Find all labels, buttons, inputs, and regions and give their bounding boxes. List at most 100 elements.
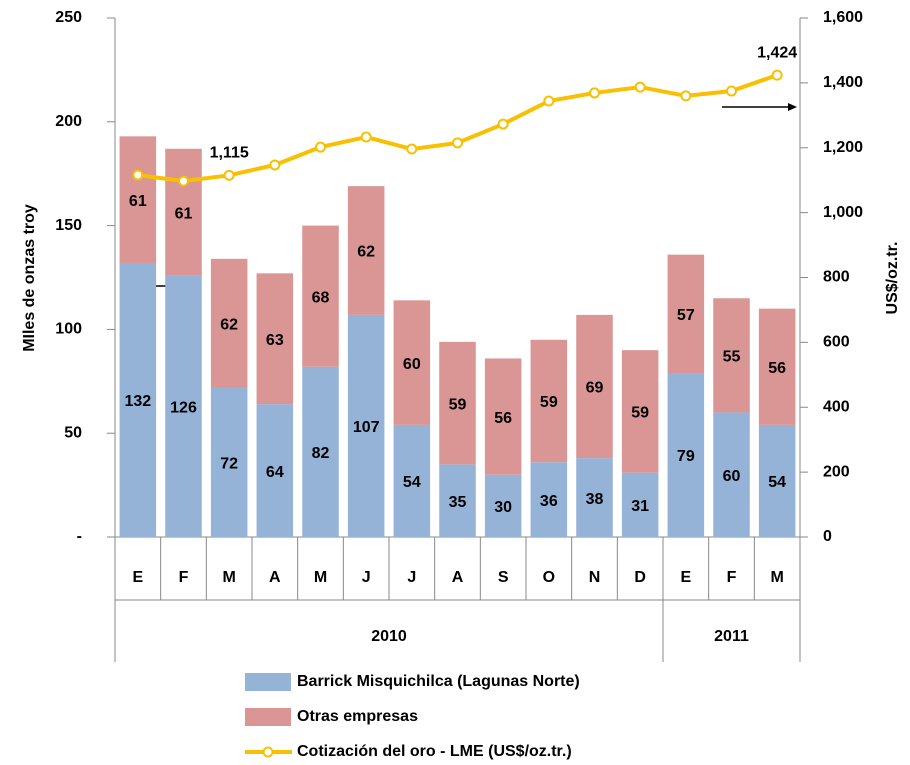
bar <box>165 148 202 276</box>
line-marker <box>589 87 600 99</box>
y-tick-label: 100 <box>55 321 82 338</box>
line-label: 1,115 <box>210 145 249 162</box>
y2-tick-label: 1,000 <box>823 204 863 221</box>
x-tick-label: F <box>727 569 737 586</box>
bar-label: 61 <box>175 205 193 222</box>
bar-label: 63 <box>266 332 284 349</box>
line <box>137 73 778 184</box>
bar-label: 59 <box>449 396 467 413</box>
bar-label: 56 <box>494 410 512 427</box>
bar <box>119 136 157 263</box>
bar <box>256 273 294 405</box>
legend-swatch <box>245 708 291 726</box>
y-tick-label: - <box>77 528 82 545</box>
y2-tick-label: 200 <box>823 463 850 480</box>
y2-tick-label: 800 <box>823 269 850 286</box>
bar-label: 59 <box>631 405 649 422</box>
bar-label: 60 <box>723 468 741 485</box>
bar-label: 57 <box>677 307 695 324</box>
line-marker <box>497 118 509 130</box>
line-marker <box>680 90 692 102</box>
bar <box>347 314 385 537</box>
bar-label: 69 <box>586 380 604 397</box>
bar <box>302 225 339 367</box>
bar-label: 35 <box>449 494 467 511</box>
bar-label: 60 <box>403 356 421 373</box>
y-tick-label: 200 <box>55 113 82 130</box>
bar <box>758 308 796 425</box>
x-tick-label: F <box>179 569 189 586</box>
y2-tick-label: 400 <box>823 398 850 415</box>
x-tick-label: E <box>132 569 143 586</box>
x-tick-label: A <box>269 569 281 586</box>
line-marker <box>360 131 372 143</box>
legend-marker <box>262 746 274 758</box>
y2-tick-label: 600 <box>823 334 850 351</box>
bar <box>393 424 431 537</box>
bar <box>256 404 294 537</box>
y2-tick-label: 1,200 <box>823 139 863 156</box>
legend-swatch <box>245 673 291 691</box>
bar-label: 68 <box>312 289 330 306</box>
bar-label: 62 <box>357 244 375 261</box>
line-marker <box>315 141 326 153</box>
line-marker <box>269 159 281 171</box>
line-marker <box>726 85 737 97</box>
line-marker <box>543 95 555 107</box>
line-marker <box>634 81 646 93</box>
bar <box>758 424 796 537</box>
bar <box>713 298 750 413</box>
x-tick-label: S <box>498 569 509 586</box>
bar-label: 64 <box>266 464 284 481</box>
bar-label: 107 <box>353 419 380 436</box>
bar <box>621 472 659 537</box>
bar <box>210 387 248 537</box>
y-tick-label: 150 <box>55 217 82 234</box>
bar <box>667 254 705 373</box>
y2-tick-label: 1,600 <box>823 9 863 26</box>
bar <box>667 372 705 537</box>
legend-label: Cotización del oro - LME (US$/oz.tr.) <box>297 743 572 760</box>
x-tick-label: D <box>634 569 646 586</box>
arrow-right <box>722 103 797 111</box>
line-marker <box>771 69 783 81</box>
bar <box>621 350 659 473</box>
bar <box>439 341 476 465</box>
y-axis-title: MIles de onzas troy <box>21 204 38 352</box>
x-tick-label: E <box>680 569 691 586</box>
group-label: 2010 <box>371 628 407 645</box>
bar <box>576 458 613 537</box>
bar-label: 36 <box>540 493 558 510</box>
bar-label: 82 <box>312 445 330 462</box>
x-tick-label: J <box>407 569 416 586</box>
bar <box>119 262 157 537</box>
legend-label: Otras empresas <box>297 708 418 725</box>
bar-label: 59 <box>540 394 558 411</box>
x-tick-label: J <box>362 569 371 586</box>
group-label: 2011 <box>714 628 749 645</box>
x-tick-label: M <box>223 569 236 586</box>
y2-tick-label: 0 <box>823 528 832 545</box>
bar-label: 79 <box>677 448 695 465</box>
y2-axis-title: US$/oz.tr. <box>884 242 901 315</box>
bar-label: 132 <box>124 393 151 410</box>
bar <box>713 412 750 537</box>
bar <box>576 314 613 459</box>
x-tick-label: O <box>543 569 555 586</box>
bar-label: 55 <box>723 349 741 366</box>
line-marker <box>406 143 418 155</box>
x-tick-label: M <box>771 569 784 586</box>
line-marker <box>223 169 235 181</box>
line-marker <box>452 137 463 149</box>
y2-tick-label: 1,400 <box>823 74 863 91</box>
y-tick-label: 50 <box>64 424 82 441</box>
bar <box>530 462 568 537</box>
bar <box>393 300 431 425</box>
legend-label: Barrick Misquichilca (Lagunas Norte) <box>297 673 580 690</box>
bar-label: 62 <box>220 316 238 333</box>
bar-label: 61 <box>129 193 147 210</box>
bar <box>347 186 385 315</box>
line-marker <box>178 175 189 187</box>
bar <box>530 339 568 463</box>
